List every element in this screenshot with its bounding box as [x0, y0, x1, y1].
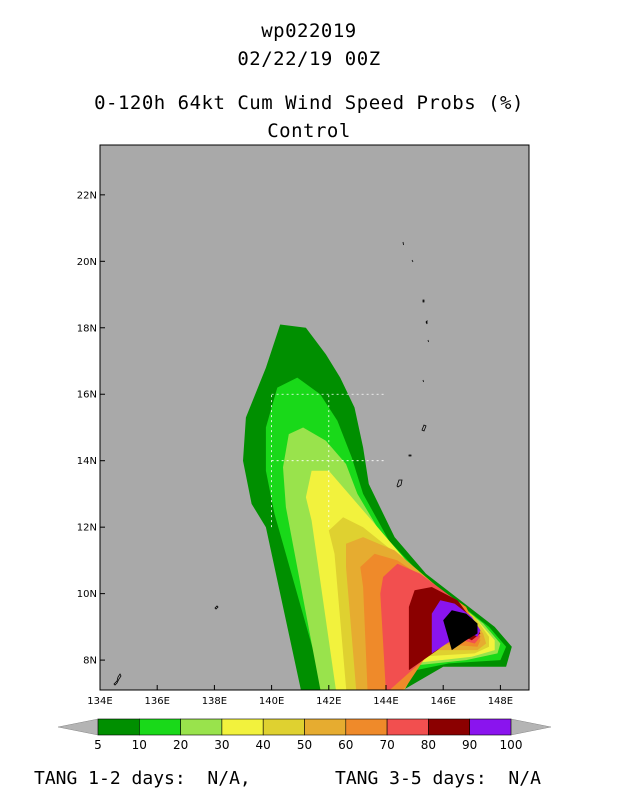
y-tick-label: 8N [83, 656, 97, 667]
island-outline [425, 320, 428, 325]
map-frame [99, 144, 530, 691]
y-tick-label: 18N [77, 323, 97, 334]
x-tick-label: 142E [316, 696, 341, 707]
coastline-islands [113, 241, 429, 686]
datetime-title: 02/22/19 00Z [237, 48, 381, 70]
y-tick-label: 12N [77, 523, 97, 534]
colorbar-swatch [428, 718, 470, 736]
colorbar-label: 70 [379, 738, 394, 752]
x-tick-label: 134E [87, 696, 112, 707]
x-tick-label: 148E [488, 696, 513, 707]
storm-id-title: wp022019 [261, 20, 357, 42]
chart-title: 0-120h 64kt Cum Wind Speed Probs (%) [94, 92, 524, 114]
colorbar-label: 100 [500, 738, 523, 752]
x-tick-label: 138E [202, 696, 227, 707]
y-tick-label: 14N [77, 456, 97, 467]
probability-contours [243, 324, 512, 690]
chart-subtitle: Control [267, 120, 351, 142]
colorbar: 5 10 20 30 40 50 60 70 80 90 100 [57, 718, 552, 752]
island-outline [408, 454, 412, 457]
colorbar-label: 40 [256, 738, 271, 752]
colorbar-label: 60 [338, 738, 353, 752]
contour-100-percent [443, 610, 478, 651]
colorbar-min-arrow [57, 718, 99, 736]
x-tick-label: 140E [259, 696, 284, 707]
colorbar-swatch [180, 718, 223, 736]
map-gridlines [271, 393, 386, 528]
colorbar-swatch [469, 718, 512, 736]
tang-1-2-days-text: TANG 1-2 days: N/A, [34, 768, 251, 789]
x-tick-label: 136E [144, 696, 169, 707]
y-tick-label: 16N [77, 390, 97, 401]
colorbar-swatch [304, 718, 347, 736]
colorbar-swatch [386, 718, 429, 736]
y-axis-ticks: 8N 10N 12N 14N 16N 18N 20N 22N [77, 190, 105, 667]
x-tick-label: 144E [373, 696, 398, 707]
colorbar-max-arrow [510, 718, 552, 736]
island-outline [411, 259, 414, 263]
y-tick-label: 20N [77, 257, 97, 268]
colorbar-swatch [139, 718, 181, 736]
island-outline [421, 424, 427, 432]
colorbar-label: 10 [132, 738, 147, 752]
colorbar-label: 90 [462, 738, 477, 752]
x-axis-ticks: 134E 136E 138E 140E 142E 144E 146E 148E [87, 685, 513, 707]
colorbar-label: 80 [421, 738, 436, 752]
island-outline [402, 241, 404, 246]
island-outline [113, 673, 122, 686]
island-outline [422, 379, 424, 383]
colorbar-label: 30 [214, 738, 229, 752]
island-outline [422, 299, 425, 303]
y-tick-label: 22N [77, 190, 97, 201]
island-outline [427, 339, 429, 343]
colorbar-swatch [345, 718, 388, 736]
x-tick-label: 146E [430, 696, 455, 707]
y-tick-label: 10N [77, 589, 97, 600]
colorbar-label: 50 [297, 738, 312, 752]
colorbar-swatch [97, 718, 140, 736]
colorbar-label: 5 [94, 738, 102, 752]
island-outline [396, 479, 403, 488]
island-outline [214, 605, 219, 610]
colorbar-swatch [262, 718, 305, 736]
colorbar-swatch [221, 718, 264, 736]
colorbar-label: 20 [173, 738, 188, 752]
tang-3-5-days-text: TANG 3-5 days: N/A [335, 768, 541, 789]
